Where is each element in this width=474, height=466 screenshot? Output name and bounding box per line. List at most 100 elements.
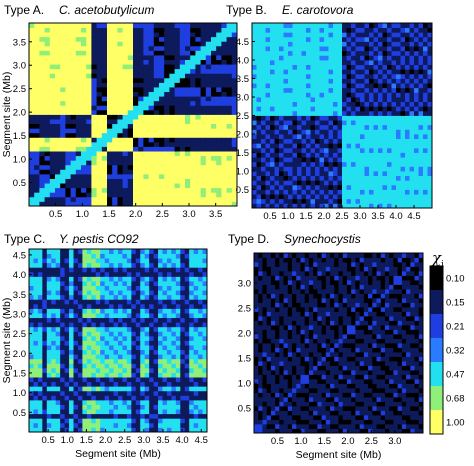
- heatmap-cell: [333, 41, 338, 47]
- heatmap-cell: [400, 129, 406, 135]
- heatmap-cell: [118, 285, 123, 291]
- heatmap-cell: [162, 409, 168, 415]
- heatmap-cell: [179, 155, 186, 161]
- heatmap-cell: [360, 78, 365, 84]
- heatmap-cell: [42, 372, 48, 378]
- heatmap-cell: [153, 27, 160, 33]
- heatmap-cell: [252, 110, 257, 116]
- heatmap-cell: [231, 45, 238, 51]
- heatmap-cell: [270, 129, 275, 135]
- heatmap-cell: [169, 68, 175, 74]
- heatmap-cell: [306, 60, 311, 66]
- heatmap-cell: [297, 23, 302, 29]
- heatmap-cell: [221, 96, 227, 102]
- heatmap-cell: [373, 78, 379, 84]
- heatmap-cell: [414, 106, 419, 112]
- heatmap-cell: [387, 138, 392, 144]
- heatmap-cell: [82, 322, 88, 328]
- heatmap-cell: [337, 60, 343, 66]
- heatmap-cell: [73, 345, 79, 351]
- heatmap-cell: [418, 184, 424, 190]
- heatmap-cell: [169, 73, 175, 79]
- heatmap-cell: [283, 161, 289, 167]
- heatmap-cell: [162, 390, 168, 396]
- heatmap-cell: [131, 262, 137, 268]
- heatmap-cell: [195, 151, 201, 157]
- heatmap-cell: [190, 77, 196, 83]
- heatmap-cell: [351, 69, 356, 75]
- heatmap-cell: [364, 46, 370, 52]
- heatmap-cell: [33, 317, 39, 323]
- heatmap-cell: [34, 114, 40, 120]
- heatmap-cell: [75, 96, 82, 102]
- heatmap-cell: [274, 92, 280, 98]
- heatmap-cell: [29, 183, 35, 189]
- heatmap-cell: [153, 253, 159, 259]
- heatmap-cell: [226, 155, 233, 161]
- heatmap-cell: [427, 138, 433, 144]
- heatmap-cell: [418, 171, 424, 177]
- heatmap-cell: [258, 320, 263, 326]
- heatmap-cell: [149, 427, 154, 433]
- heatmap-cell: [164, 141, 170, 147]
- heatmap-cell: [205, 196, 212, 202]
- heatmap-cell: [189, 363, 195, 369]
- heatmap-cell: [310, 92, 316, 98]
- heatmap-cell: [231, 160, 238, 166]
- heatmap-cell: [49, 36, 56, 42]
- heatmap-cell: [158, 262, 163, 268]
- heatmap-cell: [405, 115, 410, 121]
- heatmap-cell: [29, 55, 35, 61]
- heatmap-cell: [231, 23, 238, 28]
- y-axis-label: Segment site (Mb): [1, 298, 13, 384]
- heatmap-cell: [148, 151, 155, 157]
- heatmap-cell: [95, 326, 101, 332]
- heatmap-cell: [292, 161, 298, 167]
- heatmap-cell: [86, 114, 92, 120]
- heatmap-cell: [231, 59, 238, 65]
- heatmap-cell: [195, 119, 201, 125]
- heatmap-cell: [44, 59, 51, 65]
- heatmap-cell: [254, 307, 259, 312]
- heatmap-cell: [387, 106, 392, 112]
- heatmap-cell: [29, 267, 34, 273]
- heatmap-cell: [378, 189, 383, 195]
- heatmap-cell: [51, 340, 57, 346]
- heatmap-cell: [158, 303, 163, 309]
- x-tick-label: 2.0: [317, 211, 330, 222]
- heatmap-cell: [180, 345, 186, 351]
- heatmap-cell: [55, 276, 61, 282]
- heatmap-cell: [198, 409, 203, 415]
- heatmap-cell: [60, 281, 65, 286]
- heatmap-cell: [143, 32, 149, 38]
- heatmap-cell: [135, 349, 141, 355]
- heatmap-cell: [73, 349, 79, 355]
- heatmap-cell: [77, 262, 83, 268]
- heatmap-cell: [153, 146, 160, 152]
- x-tick-label: 2.5: [335, 211, 348, 222]
- heatmap-cell: [46, 363, 52, 369]
- heatmap-cell: [75, 169, 82, 175]
- heatmap-cell: [33, 367, 39, 373]
- heatmap-cell: [86, 146, 92, 152]
- heatmap-cell: [153, 183, 160, 189]
- heatmap-cell: [226, 27, 233, 33]
- heatmap-cell: [81, 137, 87, 143]
- heatmap-cell: [144, 404, 150, 410]
- heatmap-cell: [391, 198, 397, 204]
- heatmap-cell: [39, 169, 45, 175]
- heatmap-cell: [391, 194, 397, 200]
- heatmap-cell: [427, 92, 433, 98]
- heatmap-cell: [324, 110, 329, 116]
- heatmap-cell: [405, 166, 410, 172]
- heatmap-cell: [252, 60, 257, 66]
- heatmap-cell: [126, 285, 132, 291]
- heatmap-cell: [200, 173, 207, 179]
- heatmap-cell: [164, 178, 170, 184]
- heatmap-cell: [118, 427, 123, 433]
- heatmap-cell: [55, 358, 61, 364]
- heatmap-cell: [138, 169, 144, 175]
- heatmap-cell: [95, 262, 101, 268]
- heatmap-cell: [49, 45, 56, 51]
- heatmap-cell: [405, 203, 410, 209]
